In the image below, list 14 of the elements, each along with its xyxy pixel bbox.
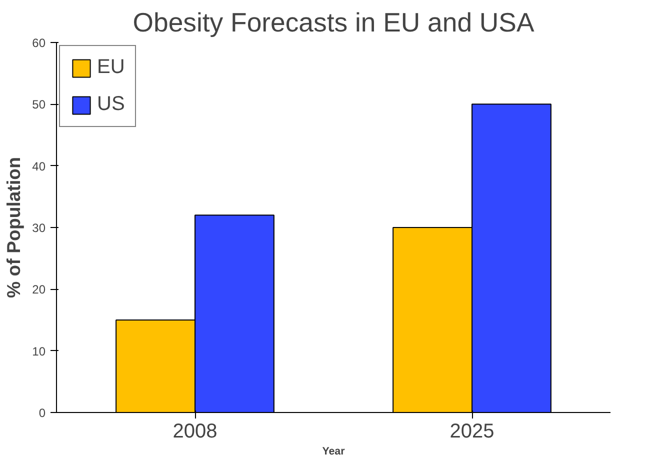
x-axis-title: Year [322,446,345,458]
y-tick-label: 30 [32,221,46,235]
y-tick-label: 50 [32,98,46,112]
y-axis-title: % of Population [3,157,24,298]
y-tick-label: 60 [32,36,46,50]
chart-title: Obesity Forecasts in EU and USA [132,8,534,38]
legend-label: US [97,93,125,116]
y-tick-label: 10 [32,344,46,358]
y-tick-label: 0 [38,406,46,420]
x-tick-label: 2025 [450,420,494,442]
y-tick-label: 20 [32,282,46,297]
x-tick-label: 2008 [172,420,218,442]
y-tick-label: 40 [32,159,46,174]
legend-label: EU [97,56,125,79]
